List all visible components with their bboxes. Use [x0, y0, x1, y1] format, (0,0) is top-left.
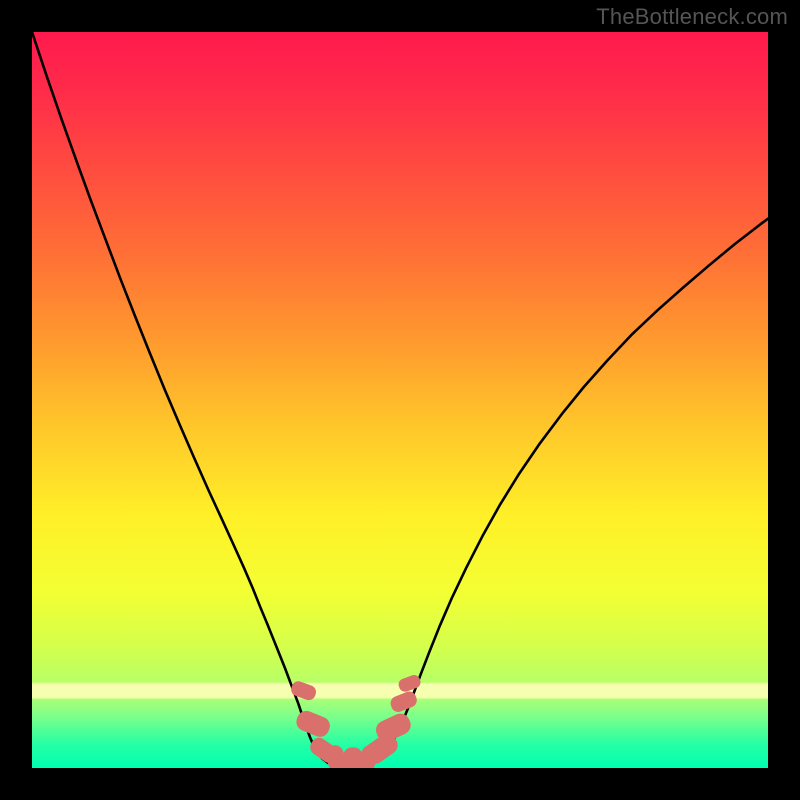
chart-stage: TheBottleneck.com: [0, 0, 800, 800]
bottleneck-chart: [0, 0, 800, 800]
plot-background: [32, 32, 768, 768]
watermark-text: TheBottleneck.com: [596, 4, 788, 30]
